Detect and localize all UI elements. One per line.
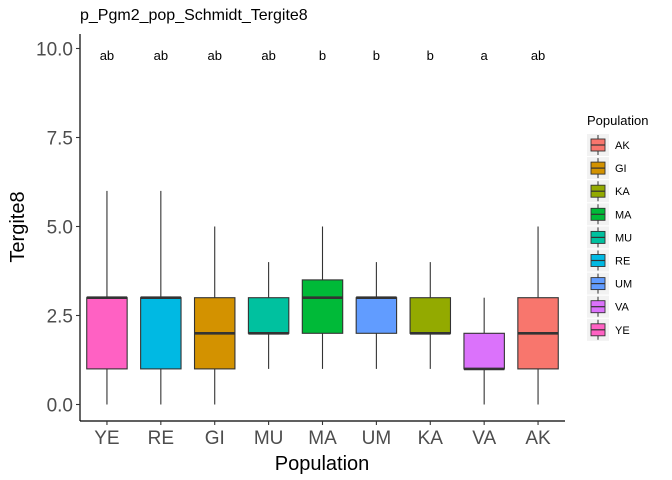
x-axis-ticks: YE RE GI MU MA UM KA VA AK bbox=[94, 421, 551, 449]
significance-letter: b bbox=[373, 48, 380, 63]
y-tick-label: 7.5 bbox=[47, 129, 73, 150]
x-axis-title: Population bbox=[275, 453, 370, 475]
legend-item-va: VA bbox=[587, 295, 630, 318]
significance-letter: a bbox=[481, 48, 489, 63]
x-tick-label: UM bbox=[362, 428, 392, 449]
chart-title: p_Pgm2_pop_Schmidt_Tergite8 bbox=[80, 7, 308, 24]
box-body bbox=[247, 297, 290, 334]
significance-letter: ab bbox=[154, 48, 168, 63]
box-body bbox=[355, 297, 398, 334]
legend-label: MU bbox=[615, 232, 632, 244]
significance-letter: b bbox=[319, 48, 326, 63]
box-gi: ab bbox=[193, 48, 236, 405]
box-body bbox=[86, 297, 128, 370]
significance-letter: ab bbox=[531, 48, 545, 63]
box-ye: ab bbox=[86, 48, 128, 405]
box-body bbox=[409, 297, 452, 334]
y-tick-label: 10.0 bbox=[36, 40, 73, 61]
box-body bbox=[463, 332, 505, 370]
y-axis-title: Tergite8 bbox=[7, 191, 29, 262]
legend-label: UM bbox=[615, 279, 632, 291]
legend-item-ak: AK bbox=[587, 134, 630, 156]
legend: Population AK GI KA MA MU RE UM VA YE bbox=[587, 113, 648, 341]
x-tick-label: MA bbox=[308, 428, 337, 449]
legend-item-re: RE bbox=[587, 249, 630, 272]
legend-label: RE bbox=[615, 256, 630, 268]
y-tick-label: 0.0 bbox=[47, 396, 73, 417]
x-tick-label: MU bbox=[254, 428, 284, 449]
y-axis-ticks: 0.0 2.5 5.0 7.5 10.0 bbox=[36, 40, 80, 417]
box-um: b bbox=[355, 48, 398, 369]
x-tick-label: AK bbox=[525, 428, 551, 449]
y-tick-label: 2.5 bbox=[47, 307, 73, 328]
legend-item-mu: MU bbox=[587, 226, 632, 249]
legend-label: MA bbox=[615, 209, 632, 221]
legend-label: YE bbox=[615, 325, 630, 337]
legend-label: VA bbox=[615, 302, 630, 314]
significance-letter: ab bbox=[207, 48, 221, 63]
y-tick-label: 5.0 bbox=[47, 218, 73, 239]
x-tick-label: GI bbox=[205, 428, 225, 449]
plot-area: ab ab ab ab b b b a ab bbox=[86, 48, 559, 405]
significance-letter: ab bbox=[261, 48, 275, 63]
legend-item-um: UM bbox=[587, 272, 632, 295]
legend-item-ma: MA bbox=[587, 203, 632, 226]
box-ma: b bbox=[301, 48, 344, 369]
legend-item-ye: YE bbox=[587, 318, 630, 341]
box-ak: ab bbox=[517, 48, 559, 405]
legend-title: Population bbox=[587, 113, 648, 128]
x-tick-label: KA bbox=[418, 428, 444, 449]
legend-label: GI bbox=[615, 163, 627, 175]
legend-item-gi: GI bbox=[587, 157, 627, 180]
box-ka: b bbox=[409, 48, 452, 369]
legend-label: AK bbox=[615, 140, 630, 152]
x-tick-label: VA bbox=[472, 428, 496, 449]
box-body bbox=[301, 279, 344, 334]
box-va: a bbox=[463, 48, 505, 405]
legend-label: KA bbox=[615, 186, 630, 198]
x-tick-label: YE bbox=[94, 428, 119, 449]
box-mu: ab bbox=[247, 48, 290, 369]
significance-letter: ab bbox=[100, 48, 114, 63]
legend-item-ka: KA bbox=[587, 180, 630, 203]
x-tick-label: RE bbox=[148, 428, 174, 449]
box-body bbox=[140, 297, 182, 370]
significance-letter: b bbox=[427, 48, 434, 63]
box-re: ab bbox=[140, 48, 182, 405]
